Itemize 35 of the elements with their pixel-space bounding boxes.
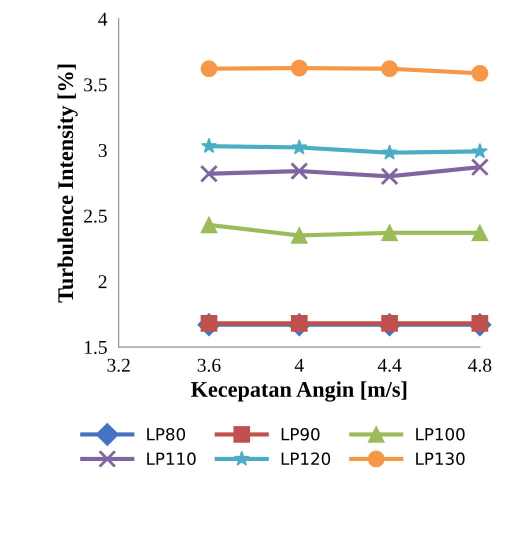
point bbox=[382, 144, 398, 160]
point bbox=[290, 60, 308, 76]
point bbox=[290, 162, 308, 180]
x-tick-label: 4 bbox=[294, 358, 304, 372]
y-tick-label: 3 bbox=[98, 144, 107, 158]
point bbox=[472, 64, 488, 82]
point bbox=[381, 60, 398, 78]
y-tick-label: 1.5 bbox=[84, 340, 107, 354]
point bbox=[380, 167, 399, 186]
y-tick-label: 2.5 bbox=[84, 210, 107, 223]
legend-label: LP110 bbox=[147, 452, 196, 466]
point bbox=[470, 158, 489, 176]
y-tick-label: 2 bbox=[98, 275, 106, 288]
legend-label: LP130 bbox=[416, 452, 465, 466]
point bbox=[472, 224, 488, 242]
x-tick-label: 4.4 bbox=[378, 358, 402, 372]
point bbox=[291, 139, 308, 154]
legend-label: LP120 bbox=[282, 452, 330, 466]
y-tick-label: 4 bbox=[98, 12, 108, 26]
point bbox=[201, 138, 217, 154]
point bbox=[472, 143, 488, 158]
x-tick-label: 3.6 bbox=[198, 358, 221, 372]
y-axis-title: Turbulence Intensity [%] bbox=[57, 64, 78, 303]
point bbox=[200, 216, 218, 234]
x-axis-title: Kecepatan Angin [m/s] bbox=[191, 381, 406, 402]
legend-label: LP80 bbox=[147, 428, 186, 441]
point bbox=[200, 164, 218, 183]
y-tick-label: 3.5 bbox=[84, 78, 107, 92]
x-tick-label: 4.8 bbox=[468, 358, 492, 372]
legend-label: LP100 bbox=[416, 428, 465, 441]
point bbox=[200, 60, 218, 78]
point bbox=[381, 224, 398, 242]
legend-label: LP90 bbox=[282, 428, 320, 441]
x-tick-label: 3.2 bbox=[107, 358, 130, 372]
point bbox=[290, 227, 308, 244]
